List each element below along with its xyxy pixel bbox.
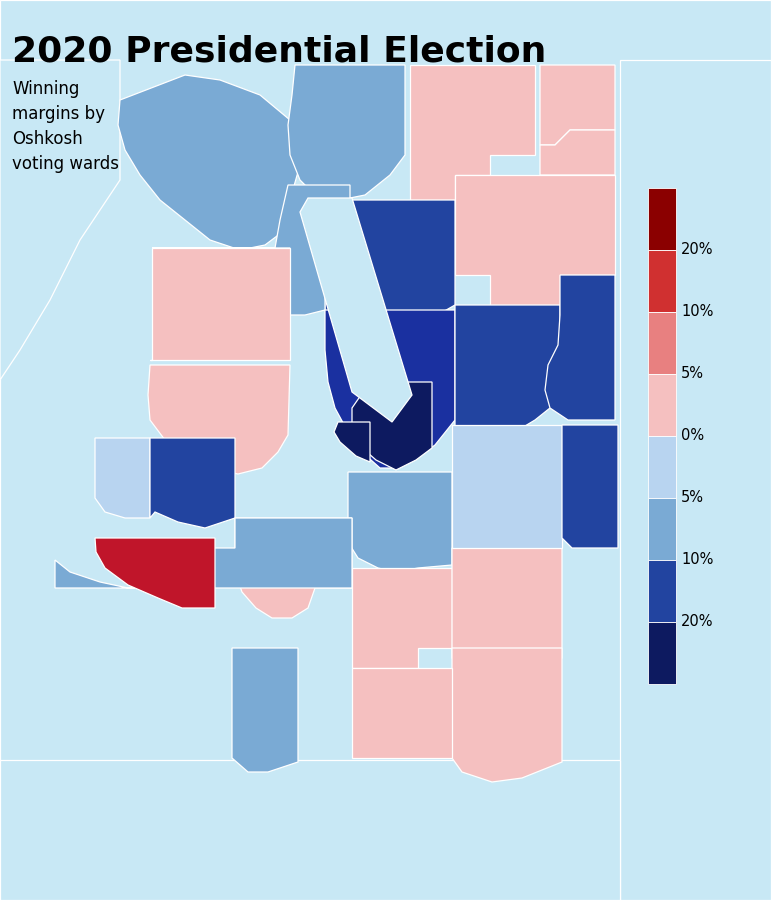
Polygon shape: [95, 538, 215, 608]
Polygon shape: [545, 275, 615, 420]
Polygon shape: [452, 648, 562, 782]
Bar: [648, 560, 676, 622]
Bar: [648, 312, 676, 374]
Polygon shape: [325, 200, 455, 368]
Bar: [648, 374, 676, 436]
Polygon shape: [288, 65, 405, 200]
Polygon shape: [352, 668, 452, 758]
Text: 10%: 10%: [681, 304, 713, 320]
Text: 20%: 20%: [681, 242, 713, 257]
Text: Winning
margins by
Oshkosh
voting wards: Winning margins by Oshkosh voting wards: [12, 80, 119, 173]
Bar: [648, 188, 676, 250]
Polygon shape: [118, 75, 300, 250]
Text: 5%: 5%: [681, 491, 704, 506]
Text: 2020 Presidential Election: 2020 Presidential Election: [12, 35, 547, 69]
Polygon shape: [300, 198, 412, 422]
Text: 0%: 0%: [681, 428, 704, 444]
Bar: [648, 622, 676, 684]
Polygon shape: [540, 65, 615, 145]
Polygon shape: [410, 65, 535, 200]
Polygon shape: [0, 60, 120, 380]
Bar: [648, 436, 676, 498]
Polygon shape: [275, 185, 350, 315]
Polygon shape: [352, 568, 452, 668]
Polygon shape: [562, 425, 618, 548]
Polygon shape: [148, 365, 290, 474]
Polygon shape: [150, 248, 290, 360]
Polygon shape: [348, 472, 452, 572]
Polygon shape: [0, 760, 620, 900]
Polygon shape: [325, 310, 455, 468]
Text: 20%: 20%: [681, 615, 713, 629]
Polygon shape: [152, 248, 290, 310]
Polygon shape: [232, 648, 298, 772]
Polygon shape: [540, 130, 615, 175]
Bar: [648, 498, 676, 560]
Polygon shape: [235, 518, 352, 618]
Polygon shape: [620, 60, 771, 900]
Text: 5%: 5%: [681, 366, 704, 382]
Polygon shape: [55, 518, 352, 588]
Polygon shape: [95, 438, 150, 518]
Polygon shape: [150, 438, 235, 528]
Polygon shape: [452, 425, 562, 548]
Text: 10%: 10%: [681, 553, 713, 568]
Polygon shape: [455, 175, 615, 315]
Bar: [648, 250, 676, 312]
Polygon shape: [352, 382, 432, 470]
Polygon shape: [452, 548, 562, 678]
Polygon shape: [334, 422, 370, 462]
Polygon shape: [455, 305, 560, 448]
